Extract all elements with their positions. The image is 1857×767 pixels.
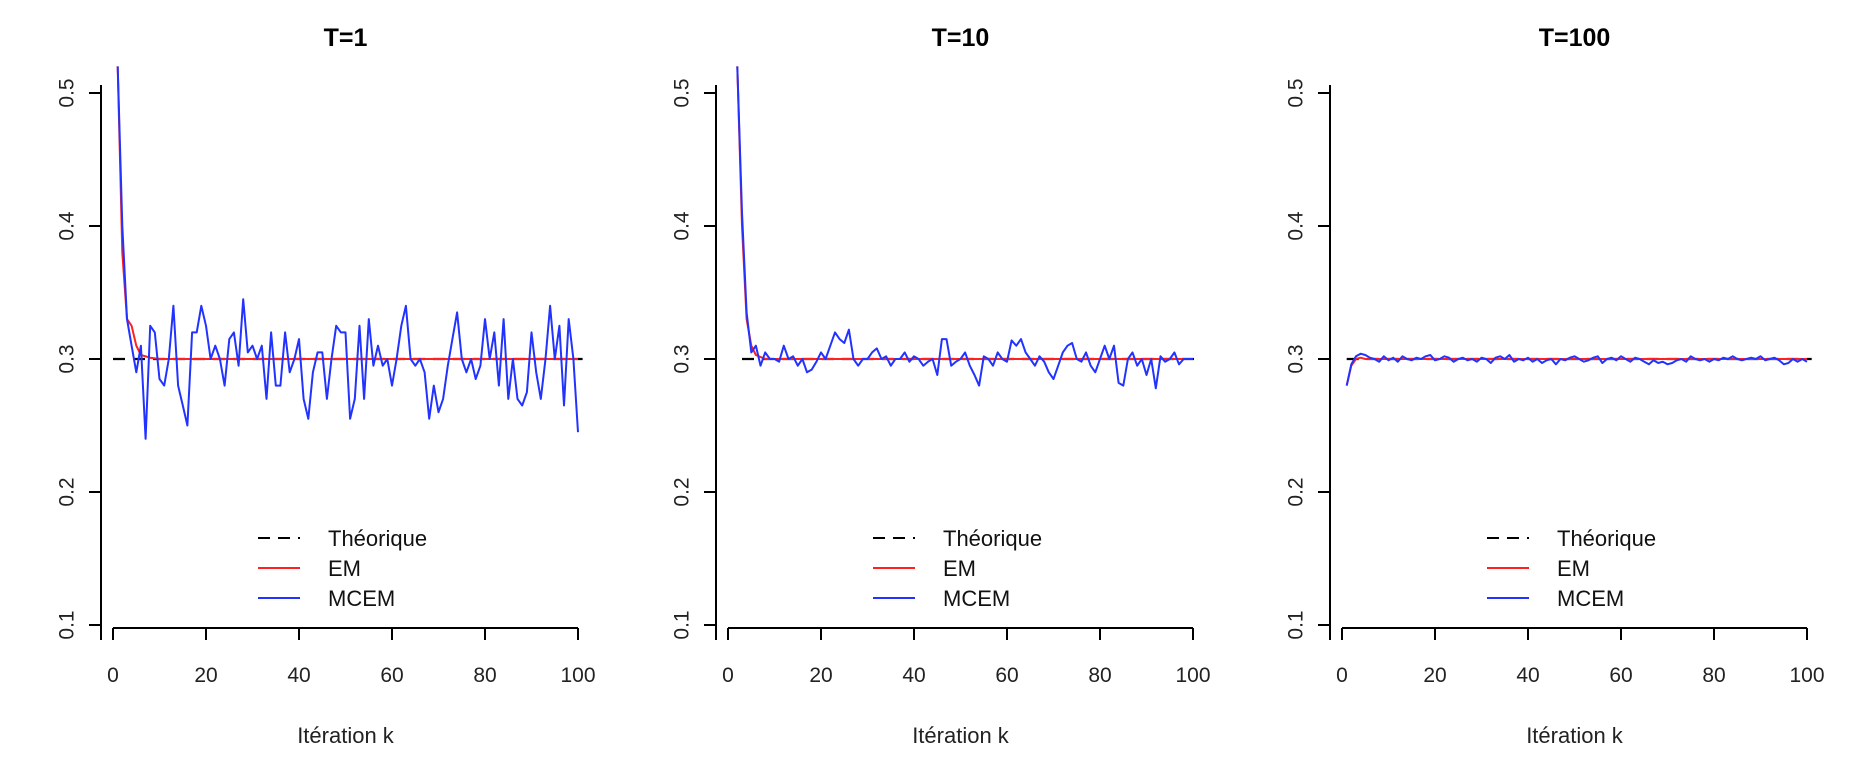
x-tick-label: 40 [287,664,310,687]
x-tick-label: 20 [1423,664,1446,687]
x-tick-label: 40 [1516,664,1539,687]
x-tick-label: 100 [560,664,595,687]
y-tick-label: 0.3 [56,344,79,373]
y-tick-label: 0.2 [1285,477,1308,506]
series-line-mcem [116,66,579,440]
series-line-em [736,66,1193,360]
x-tick-label: 60 [995,664,1018,687]
legend-label-mcem: MCEM [1557,586,1624,611]
legend: Théorique EM MCEM [258,526,427,611]
y-tick-label: 0.5 [671,78,694,107]
y-tick-label: 0.1 [56,610,79,639]
y-tick-label: 0.5 [56,78,79,107]
x-tick-label: 80 [1702,664,1725,687]
x-tick-label: 20 [194,664,217,687]
legend-label-em: EM [943,556,976,581]
panel-title: T=100 [1539,24,1611,52]
y-tick-label: 0.4 [671,211,694,241]
y-tick-label: 0.4 [1285,211,1308,241]
x-axis-label: Itération k [297,723,395,748]
legend-label-mcem: MCEM [943,586,1010,611]
x-tick-label: 100 [1789,664,1824,687]
legend-label-theorique: Théorique [943,526,1042,551]
series-line-em [116,66,578,360]
legend-label-mcem: MCEM [328,586,395,611]
legend-label-em: EM [328,556,361,581]
legend-label-theorique: Théorique [328,526,427,551]
y-tick-label: 0.1 [1285,610,1308,639]
series-line-mcem [1345,352,1808,386]
x-tick-label: 100 [1175,664,1210,687]
series-line-mcem [736,66,1193,390]
x-tick-label: 0 [107,664,119,687]
chart-panel-2: T=10 0.1 0.2 0.3 0.4 0.5 0 20 40 60 80 100 Itération… [671,24,1211,748]
x-axis-label: Itération k [912,723,1010,748]
series-line-em [1345,356,1807,386]
y-tick-label: 0.5 [1285,78,1308,107]
x-tick-label: 40 [902,664,925,687]
chart-panel-3: T=100 0.1 0.2 0.3 0.4 0.5 0 20 40 60 80 100 Itératio… [1285,24,1825,748]
x-tick-label: 80 [473,664,496,687]
x-tick-label: 80 [1088,664,1111,687]
panel-title: T=1 [324,24,368,52]
chart-panel-1: T=1 0.1 0.2 0.3 0.4 0.5 0 20 40 60 80 100 Itération … [56,24,596,748]
x-tick-label: 0 [1336,664,1348,687]
legend: Théorique EM MCEM [1487,526,1656,611]
x-axis-label: Itération k [1526,723,1624,748]
y-tick-label: 0.2 [671,477,694,506]
y-tick-label: 0.3 [671,344,694,373]
x-tick-label: 0 [722,664,734,687]
legend: Théorique EM MCEM [873,526,1042,611]
panel-title: T=10 [932,24,990,52]
legend-label-theorique: Théorique [1557,526,1656,551]
y-tick-label: 0.4 [56,211,79,241]
y-tick-label: 0.3 [1285,344,1308,373]
y-tick-label: 0.2 [56,477,79,506]
y-tick-label: 0.1 [671,610,694,639]
legend-label-em: EM [1557,556,1590,581]
x-tick-label: 20 [809,664,832,687]
x-tick-label: 60 [380,664,403,687]
x-tick-label: 60 [1609,664,1632,687]
